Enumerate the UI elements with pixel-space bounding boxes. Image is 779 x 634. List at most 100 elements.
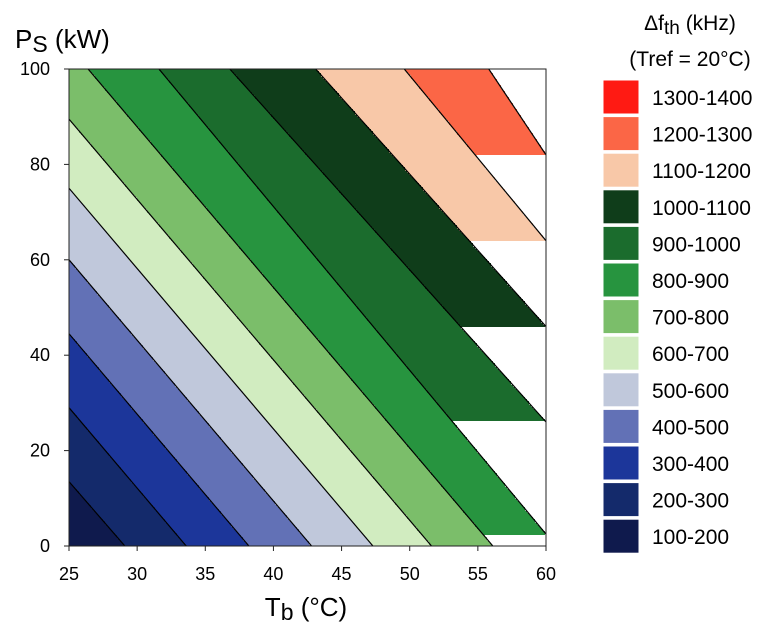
contour-band-cell (379, 411, 445, 413)
contour-band-cell (413, 177, 495, 179)
contour-band-cell (273, 285, 339, 287)
contour-band-cell (71, 335, 133, 337)
contour-band-cell (113, 531, 175, 533)
contour-band-cell (345, 513, 405, 515)
contour-band-cell (287, 223, 369, 225)
contour-band-cell (179, 537, 243, 539)
contour-band-cell (345, 371, 411, 373)
contour-band-cell (259, 269, 327, 271)
contour-band-cell (305, 395, 365, 397)
contour-band-cell (221, 437, 281, 439)
contour-band-cell (95, 289, 155, 291)
contour-band-cell (69, 331, 131, 333)
contour-band-cell (239, 163, 315, 165)
contour-band-cell (167, 449, 231, 451)
contour-band-cell (105, 523, 167, 525)
contour-band-cell (391, 497, 453, 499)
contour-band-cell (201, 489, 265, 491)
y-tick-label: 40 (30, 345, 50, 365)
contour-band-cell (453, 221, 531, 223)
legend-swatch (602, 482, 640, 518)
contour-band-cell (281, 437, 339, 439)
contour-band-cell (359, 387, 425, 389)
contour-band-cell (145, 135, 215, 137)
contour-band-cell (355, 113, 441, 115)
contour-band-cell (209, 425, 271, 427)
contour-band-cell (201, 343, 259, 345)
contour-line-1300 (488, 69, 546, 156)
contour-band-cell (329, 353, 397, 355)
contour-band-cell (149, 139, 219, 141)
contour-band-cell (459, 323, 543, 325)
contour-band-cell (437, 479, 501, 481)
contour-band-cell (473, 151, 545, 153)
contour-band-cell (195, 193, 263, 195)
contour-band-cell (115, 461, 177, 463)
contour-band-cell (233, 239, 301, 241)
contour-band-cell (245, 541, 309, 543)
contour-band-cell (181, 465, 243, 467)
contour-band-cell (459, 505, 523, 507)
contour-band-cell (365, 395, 431, 397)
contour-band-cell (69, 421, 81, 423)
contour-band-cell (229, 521, 291, 523)
contour-band-cell (87, 281, 149, 283)
contour-band-cell (149, 213, 211, 215)
contour-band-cell (281, 295, 347, 297)
contour-band-cell (367, 125, 451, 127)
contour-band-cell (121, 321, 183, 323)
contour-band-cell (141, 417, 203, 419)
contour-band-cell (401, 359, 491, 361)
contour-band-cell (189, 105, 263, 107)
contour-band-cell (317, 165, 403, 167)
contour-band-cell (209, 423, 269, 425)
contour-band-cell (69, 507, 91, 509)
contour-band-cell (223, 227, 291, 229)
contour-band-cell (389, 495, 451, 497)
contour-band-cell (233, 71, 319, 73)
contour-band-cell (287, 221, 367, 223)
contour-band-cell (233, 157, 309, 159)
contour-band-cell (183, 253, 245, 255)
contour-band-cell (255, 407, 315, 409)
contour-band-cell (233, 453, 295, 455)
contour-band-cell (287, 303, 355, 305)
contour-band-cell (451, 419, 545, 421)
contour-band-cell (347, 515, 407, 517)
y-axis-title: PS (kW) (15, 24, 110, 57)
contour-band-cell (157, 149, 227, 151)
contour-band-cell (363, 533, 421, 535)
contour-band-cell (319, 341, 387, 343)
contour-band-cell (271, 355, 331, 357)
contour-band-cell (361, 463, 423, 465)
contour-band-cell (69, 353, 87, 355)
contour-band-cell (283, 297, 349, 299)
contour-band-cell (69, 431, 89, 433)
contour-band-cell (277, 291, 345, 293)
contour-band-cell (347, 445, 407, 447)
contour-band-cell (199, 487, 263, 489)
contour-band-cell (365, 219, 451, 221)
contour-band-cell (319, 71, 407, 73)
contour-band-cell (69, 143, 91, 145)
contour-band-cell (419, 279, 505, 281)
contour-band-cell (239, 459, 299, 461)
contour-band-cell (69, 425, 85, 427)
contour-band-cell (431, 395, 523, 397)
contour-band-cell (271, 283, 337, 285)
contour-band-cell (191, 403, 253, 405)
contour-band-cell (253, 403, 311, 405)
contour-band-cell (171, 307, 229, 309)
contour-band-cell (77, 489, 139, 491)
contour-band-cell (217, 293, 279, 295)
contour-band-cell (343, 369, 409, 371)
contour-band-cell (109, 93, 179, 95)
contour-band-cell (115, 173, 177, 175)
contour-band-cell (135, 195, 195, 197)
contour-band-cell (209, 497, 271, 499)
legend-swatch (602, 152, 640, 188)
contour-band-cell (103, 227, 161, 229)
contour-band-cell (271, 425, 329, 427)
legend-label: 100-200 (652, 526, 729, 549)
contour-band-cell (149, 427, 211, 429)
